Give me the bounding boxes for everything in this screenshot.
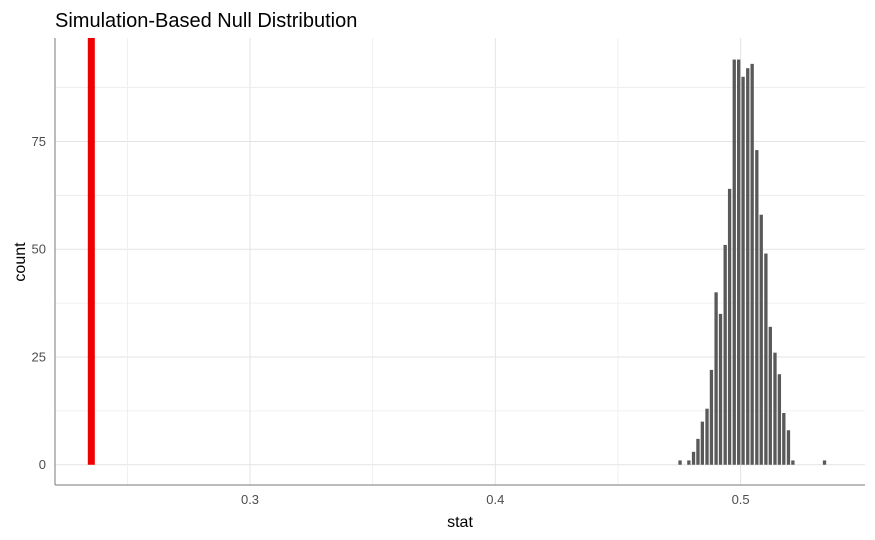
histogram-bar: [746, 68, 750, 465]
histogram-bar: [700, 421, 705, 465]
histogram-bar: [786, 430, 791, 465]
histogram-bars: [678, 59, 827, 465]
x-tick-label: 0.4: [486, 492, 504, 507]
x-axis-label: stat: [447, 514, 473, 531]
chart-title: Simulation-Based Null Distribution: [55, 10, 357, 32]
x-tick-label: 0.3: [241, 492, 259, 507]
histogram-bar: [782, 413, 786, 465]
histogram-bar: [709, 369, 714, 465]
x-tick-label: 0.5: [732, 492, 750, 507]
y-tick-label: 50: [32, 242, 46, 257]
histogram-bar: [755, 150, 759, 465]
histogram-bar: [687, 460, 691, 465]
histogram-bar: [737, 59, 741, 465]
y-tick-label: 0: [39, 457, 46, 472]
histogram-bar: [718, 313, 723, 465]
histogram-bar: [764, 253, 768, 465]
axes: [54, 38, 865, 486]
histogram-bar: [777, 374, 782, 465]
histogram-bar: [678, 460, 682, 465]
histogram-bar: [714, 292, 718, 465]
histogram-bar: [727, 188, 732, 465]
histogram-bar: [741, 76, 745, 465]
histogram-bar: [696, 438, 700, 465]
histogram-bar: [732, 59, 736, 465]
histogram-bar: [768, 326, 772, 465]
tick-labels: 0.3 0.4 0.5 0 25 50 75: [32, 134, 750, 507]
histogram-bar: [759, 214, 763, 465]
histogram-bar: [773, 352, 777, 465]
y-axis-label: count: [12, 242, 29, 282]
histogram-bar: [750, 63, 754, 465]
histogram-bar: [791, 460, 795, 465]
y-tick-label: 25: [32, 349, 46, 364]
histogram-bar: [822, 460, 827, 465]
histogram-bar: [723, 244, 727, 465]
histogram-bar: [691, 451, 696, 465]
histogram-bar: [705, 408, 709, 465]
y-tick-label: 75: [32, 134, 46, 149]
